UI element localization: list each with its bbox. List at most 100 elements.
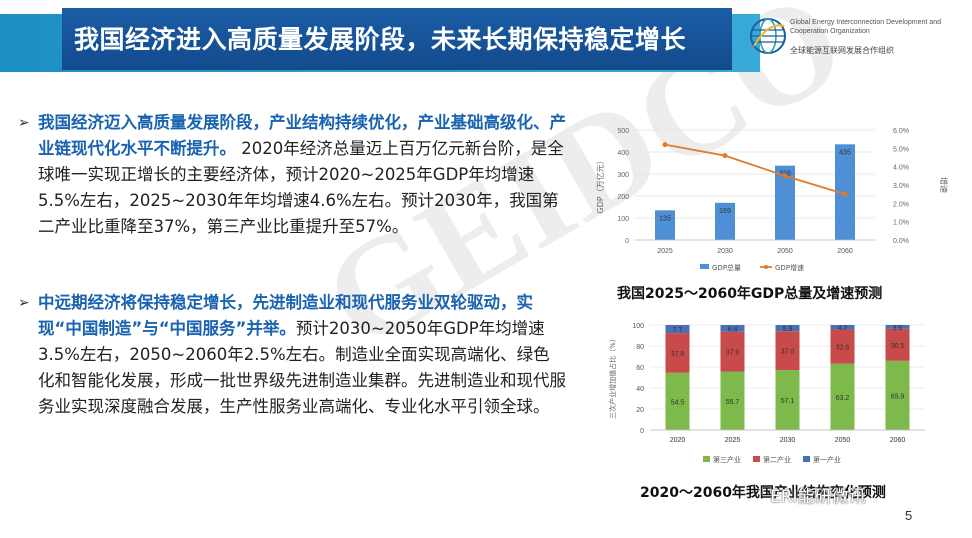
- x-tick-label: 2050: [835, 437, 851, 444]
- legend-label: 第二产业: [763, 455, 791, 464]
- y-tick-label: 0: [640, 428, 644, 435]
- segment-data-label: 55.7: [726, 399, 740, 406]
- charts-area: 01002003004005000.0%1.0%2.0%3.0%4.0%5.0%…: [595, 128, 949, 464]
- segment-data-label: 37.0: [781, 349, 795, 356]
- segment-data-label: 32.6: [836, 345, 850, 352]
- x-tick-label: 2025: [657, 248, 673, 255]
- x-tick-label: 2030: [780, 437, 796, 444]
- segment-data-label: 37.8: [671, 351, 685, 358]
- segment-data-label: 37.9: [726, 350, 740, 357]
- structure-bar-segment: [665, 372, 690, 430]
- structure-bar-segment: [720, 371, 745, 430]
- bullet-2-text: 预计2030~2050年GDP年均增速3.5%左右，2050~2060年2.5%…: [38, 319, 566, 416]
- legend-label: 第三产业: [713, 455, 741, 464]
- y2-tick-label: 1.0%: [893, 220, 909, 227]
- y-tick-label: 60: [636, 365, 644, 372]
- arrow-bullet-icon: ➢: [18, 295, 30, 311]
- structure-bar-segment: [720, 331, 745, 372]
- y-tick-label: 40: [636, 386, 644, 393]
- structure-bar-segment: [665, 325, 690, 334]
- structure-chart-title: 2020～2060年我国产业结构变化预测: [640, 485, 886, 501]
- header-title-box: [62, 8, 732, 70]
- bullet-1: ➢ 我国经济迈入高质量发展阶段，产业结构持续优化，产业基础高级化、产业链现代化水…: [18, 110, 566, 240]
- x-tick-label: 2060: [837, 248, 853, 255]
- legend-swatch: [703, 456, 710, 462]
- structure-bar-segment: [720, 325, 745, 332]
- structure-bar-segment: [775, 325, 800, 332]
- segment-data-label: 3.6: [893, 325, 903, 332]
- segment-data-label: 7.7: [673, 327, 683, 334]
- bullet-1-highlight: 我国经济迈入高质量发展阶段，产业结构持续优化，产业基础高级化、产业链现代化水平不…: [38, 113, 566, 158]
- structure-bar-segment: [885, 325, 910, 329]
- structure-bar-segment: [830, 329, 855, 364]
- growth-point: [842, 191, 848, 197]
- segment-data-label: 57.1: [781, 398, 795, 405]
- y-tick-label: 100: [632, 323, 644, 330]
- globe-logo-icon: [750, 18, 786, 54]
- bullet-2-highlight: 中远期经济将保持稳定增长，先进制造业和现代服务业双轮驱动，实现“中国制造”与“中…: [38, 293, 533, 338]
- x-tick-label: 2030: [717, 248, 733, 255]
- y2-tick-label: 5.0%: [893, 146, 909, 153]
- gdp-data-label: 435: [839, 149, 851, 156]
- growth-point: [782, 173, 788, 179]
- segment-data-label: 4.2: [838, 325, 848, 332]
- arrow-bullet-icon: ➢: [18, 115, 30, 131]
- legend-label: 第一产业: [813, 455, 841, 464]
- segment-data-label: 6.4: [728, 326, 738, 333]
- logo-english-name: Global Energy Interconnection Developmen…: [790, 19, 941, 35]
- bullet-1-text: 2020年经济总量迈上百万亿元新台阶，是全球唯一实现正增长的主要经济体，预计20…: [38, 139, 564, 236]
- y2-axis-label: 增速: [939, 177, 949, 193]
- structure-bar-segment: [830, 363, 855, 430]
- structure-bar-segment: [885, 328, 910, 361]
- y-tick-label: 400: [617, 150, 629, 157]
- segment-data-label: 54.5: [671, 399, 685, 406]
- structure-bar-segment: [830, 325, 855, 330]
- growth-line: [664, 143, 846, 196]
- growth-point: [662, 142, 668, 148]
- y-axis-label: 三次产业增加值占比（%）: [608, 335, 617, 419]
- y2-tick-label: 4.0%: [893, 165, 909, 172]
- structure-bar-segment: [775, 370, 800, 430]
- y2-tick-label: 2.0%: [893, 201, 909, 208]
- structure-bar-segment: [885, 360, 910, 430]
- bullet-2: ➢ 中远期经济将保持稳定增长，先进制造业和现代服务业双轮驱动，实现“中国制造”与…: [18, 290, 566, 420]
- growth-point: [722, 153, 728, 159]
- y2-tick-label: 3.0%: [893, 183, 909, 190]
- gdp-bar: [775, 165, 795, 240]
- gdp-data-label: 169: [719, 208, 731, 215]
- segment-data-label: 5.9: [783, 326, 793, 333]
- gdp-bar: [655, 210, 675, 240]
- y-tick-label: 100: [617, 216, 629, 223]
- structure-bar-segment: [665, 333, 690, 373]
- legend-swatch-gdp: [700, 264, 709, 269]
- page-title: 我国经济进入高质量发展阶段，未来长期保持稳定增长: [74, 25, 687, 54]
- page-number: 5: [905, 508, 913, 523]
- legend-label-gdp: GDP总量: [712, 263, 741, 272]
- y-tick-label: 20: [636, 407, 644, 414]
- y-tick-label: 80: [636, 344, 644, 351]
- legend-label-growth: GDP增速: [775, 263, 804, 272]
- y2-tick-label: 6.0%: [893, 128, 909, 135]
- gdp-data-label: 135: [659, 215, 671, 222]
- segment-data-label: 63.2: [836, 395, 850, 402]
- logo-chinese-name: 全球能源互联网发展合作组织: [790, 46, 894, 55]
- y-tick-label: 300: [617, 172, 629, 179]
- segment-data-label: 65.9: [891, 393, 905, 400]
- y-tick-label: 0: [625, 238, 629, 245]
- y2-tick-label: 0.0%: [893, 238, 909, 245]
- gdp-bar: [715, 202, 735, 240]
- brand-watermark: ERI能研微讯: [770, 487, 866, 507]
- x-tick-label: 2060: [890, 437, 906, 444]
- y-tick-label: 200: [617, 194, 629, 201]
- x-tick-label: 2020: [670, 437, 686, 444]
- x-tick-label: 2050: [777, 248, 793, 255]
- gdp-chart-title: 我国2025～2060年GDP总量及增速预测: [617, 286, 883, 302]
- legend-marker-growth: [764, 265, 768, 269]
- legend-swatch: [803, 456, 810, 462]
- structure-bar-segment: [775, 331, 800, 371]
- segment-data-label: 30.5: [891, 343, 905, 350]
- y-tick-label: 500: [617, 128, 629, 135]
- legend-swatch: [753, 456, 760, 462]
- y-axis-label: GDP（万亿元）: [595, 156, 605, 213]
